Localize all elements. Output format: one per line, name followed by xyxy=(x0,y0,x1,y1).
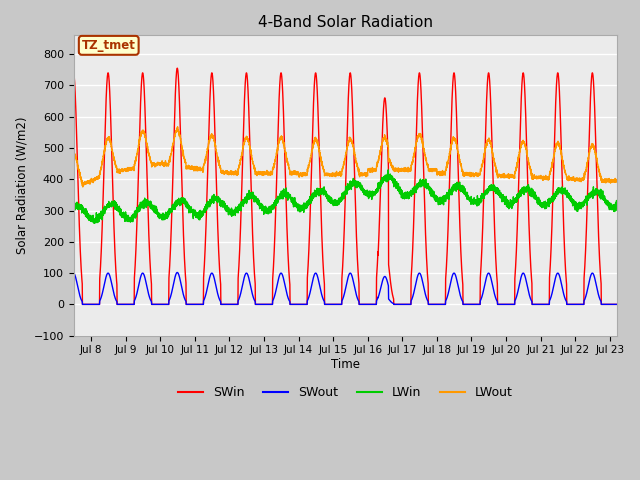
Title: 4-Band Solar Radiation: 4-Band Solar Radiation xyxy=(258,15,433,30)
Text: TZ_tmet: TZ_tmet xyxy=(82,39,136,52)
Y-axis label: Solar Radiation (W/m2): Solar Radiation (W/m2) xyxy=(15,117,28,254)
X-axis label: Time: Time xyxy=(331,358,360,371)
Legend: SWin, SWout, LWin, LWout: SWin, SWout, LWin, LWout xyxy=(173,382,518,405)
